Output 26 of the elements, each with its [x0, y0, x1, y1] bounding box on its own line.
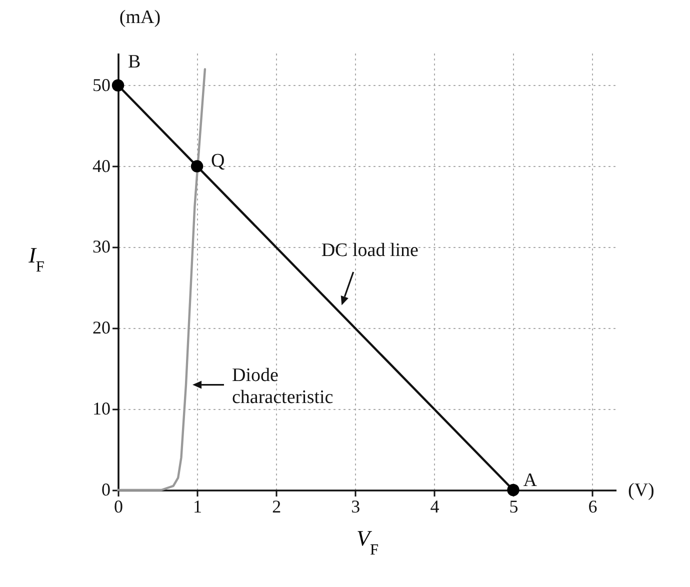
point: [507, 484, 520, 496]
text: (mA): [119, 7, 161, 28]
point: [112, 79, 124, 92]
y-tick-label: 10: [92, 398, 110, 419]
y-axis-title: I$_{F}$: [28, 242, 44, 276]
annotation: Q: [211, 150, 226, 172]
point: [190, 160, 204, 172]
annotation: DC load line: [321, 240, 418, 261]
text: (V): [628, 480, 654, 501]
x-tick-label: 6: [588, 496, 598, 516]
x-tick-label: 4: [430, 496, 440, 516]
y-tick-label: 50: [92, 74, 110, 95]
annotation: Diode characteristic: [232, 364, 334, 408]
annotation: B: [128, 51, 141, 72]
y-tick-label: 30: [92, 236, 110, 257]
x-tick-label: 5: [509, 496, 518, 516]
y-tick-label: 20: [92, 318, 110, 338]
y-tick-label: 40: [92, 156, 110, 176]
annotation: A: [523, 470, 538, 491]
x-tick-label: 3: [351, 496, 360, 516]
y-tick-label: 0: [102, 480, 110, 500]
x-tick-label: 2: [272, 496, 282, 516]
line-series: [116, 68, 206, 492]
x-tick-label: 0: [114, 496, 123, 516]
x-tick-label: 1: [193, 496, 202, 516]
x-axis-title: V$_{F}$: [356, 526, 379, 558]
